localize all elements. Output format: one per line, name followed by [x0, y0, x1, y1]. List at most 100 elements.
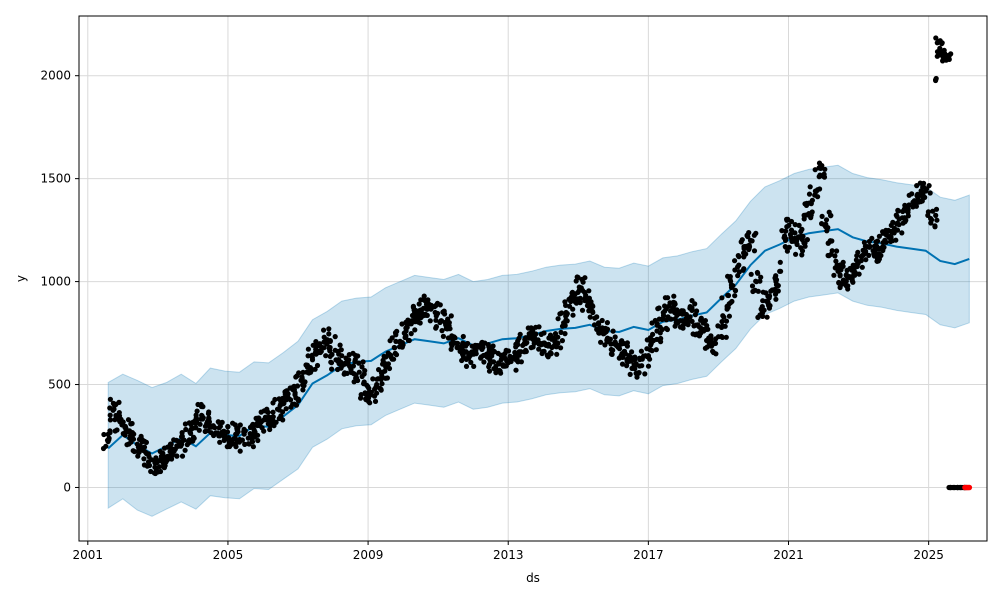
y-tick-label: 500	[48, 378, 71, 392]
observed-point	[479, 340, 485, 346]
observed-point	[933, 206, 940, 212]
observed-point	[645, 363, 652, 369]
observed-point	[758, 274, 764, 280]
observed-point	[751, 232, 757, 238]
observed-point	[190, 425, 196, 431]
observed-point	[468, 359, 474, 365]
observed-point	[577, 295, 584, 301]
observed-point	[826, 209, 832, 215]
observed-point	[741, 266, 747, 272]
observed-point	[582, 297, 588, 304]
observed-point	[290, 401, 296, 407]
observed-point	[551, 343, 557, 349]
observed-point	[821, 171, 827, 177]
observed-point	[888, 238, 894, 245]
observed-point	[788, 218, 795, 225]
observed-point	[536, 324, 542, 330]
x-tick-label: 2013	[493, 548, 524, 562]
observed-point	[254, 422, 261, 429]
observed-point	[191, 435, 197, 441]
observed-points	[100, 35, 970, 491]
observed-point	[135, 453, 141, 459]
observed-point	[125, 417, 132, 423]
observed-point	[208, 430, 214, 436]
observed-point	[299, 375, 305, 381]
observed-point	[861, 239, 868, 246]
observed-point	[122, 423, 128, 429]
observed-point	[393, 352, 400, 358]
observed-point	[579, 276, 585, 283]
y-axis-label: y	[14, 275, 28, 282]
observed-point	[346, 352, 352, 358]
observed-point	[503, 347, 509, 353]
observed-point	[850, 267, 856, 273]
observed-point	[399, 321, 405, 327]
observed-point	[807, 184, 813, 190]
observed-point	[139, 439, 145, 445]
observed-point	[217, 433, 223, 439]
observed-point	[608, 351, 615, 357]
observed-point	[569, 290, 575, 296]
observed-point	[409, 312, 416, 319]
observed-point	[760, 298, 766, 304]
observed-point	[410, 304, 416, 310]
observed-point	[873, 239, 879, 245]
observed-point	[583, 292, 589, 298]
observed-point	[485, 342, 491, 348]
observed-point	[866, 244, 872, 250]
observed-point	[253, 415, 259, 421]
observed-point	[374, 381, 380, 388]
observed-point	[937, 45, 943, 52]
observed-point	[327, 338, 333, 344]
observed-point	[252, 429, 258, 435]
plot-area	[78, 15, 988, 542]
observed-point	[637, 356, 643, 363]
observed-point	[702, 318, 709, 324]
observed-point	[276, 396, 282, 402]
observed-point	[182, 421, 188, 427]
observed-point	[439, 328, 445, 334]
x-tick-label: 2017	[633, 548, 664, 562]
observed-point	[288, 385, 294, 391]
observed-point	[491, 359, 497, 365]
observed-point	[448, 313, 454, 319]
observed-point	[905, 213, 911, 219]
observed-point	[352, 358, 358, 365]
observed-point	[336, 351, 342, 357]
observed-point	[141, 456, 147, 462]
observed-point	[497, 368, 503, 374]
observed-point	[113, 412, 119, 419]
observed-point	[141, 462, 147, 468]
observed-point	[624, 340, 631, 346]
observed-point	[255, 437, 261, 444]
observed-point	[106, 437, 112, 443]
observed-point	[698, 317, 704, 323]
observed-point	[514, 356, 520, 362]
observed-point	[821, 222, 827, 228]
observed-point	[545, 343, 551, 349]
observed-point	[351, 371, 357, 377]
observed-point	[489, 353, 495, 359]
observed-point	[555, 316, 561, 322]
observed-point	[424, 306, 430, 312]
observed-point	[510, 356, 516, 362]
observed-point	[783, 228, 789, 234]
observed-point	[324, 341, 330, 347]
observed-point	[234, 438, 240, 445]
observed-point	[300, 387, 306, 393]
observed-point	[829, 238, 835, 244]
observed-point	[773, 296, 779, 302]
observed-point	[704, 344, 710, 350]
observed-point	[595, 320, 602, 327]
observed-point	[385, 361, 391, 367]
observed-point	[356, 369, 362, 375]
observed-point	[454, 345, 460, 351]
observed-point	[169, 453, 175, 459]
observed-point	[632, 357, 638, 363]
observed-point	[754, 269, 761, 276]
observed-point	[741, 250, 747, 256]
observed-point	[802, 243, 808, 249]
observed-point	[348, 365, 354, 371]
observed-point	[793, 251, 799, 257]
observed-point	[782, 244, 788, 250]
